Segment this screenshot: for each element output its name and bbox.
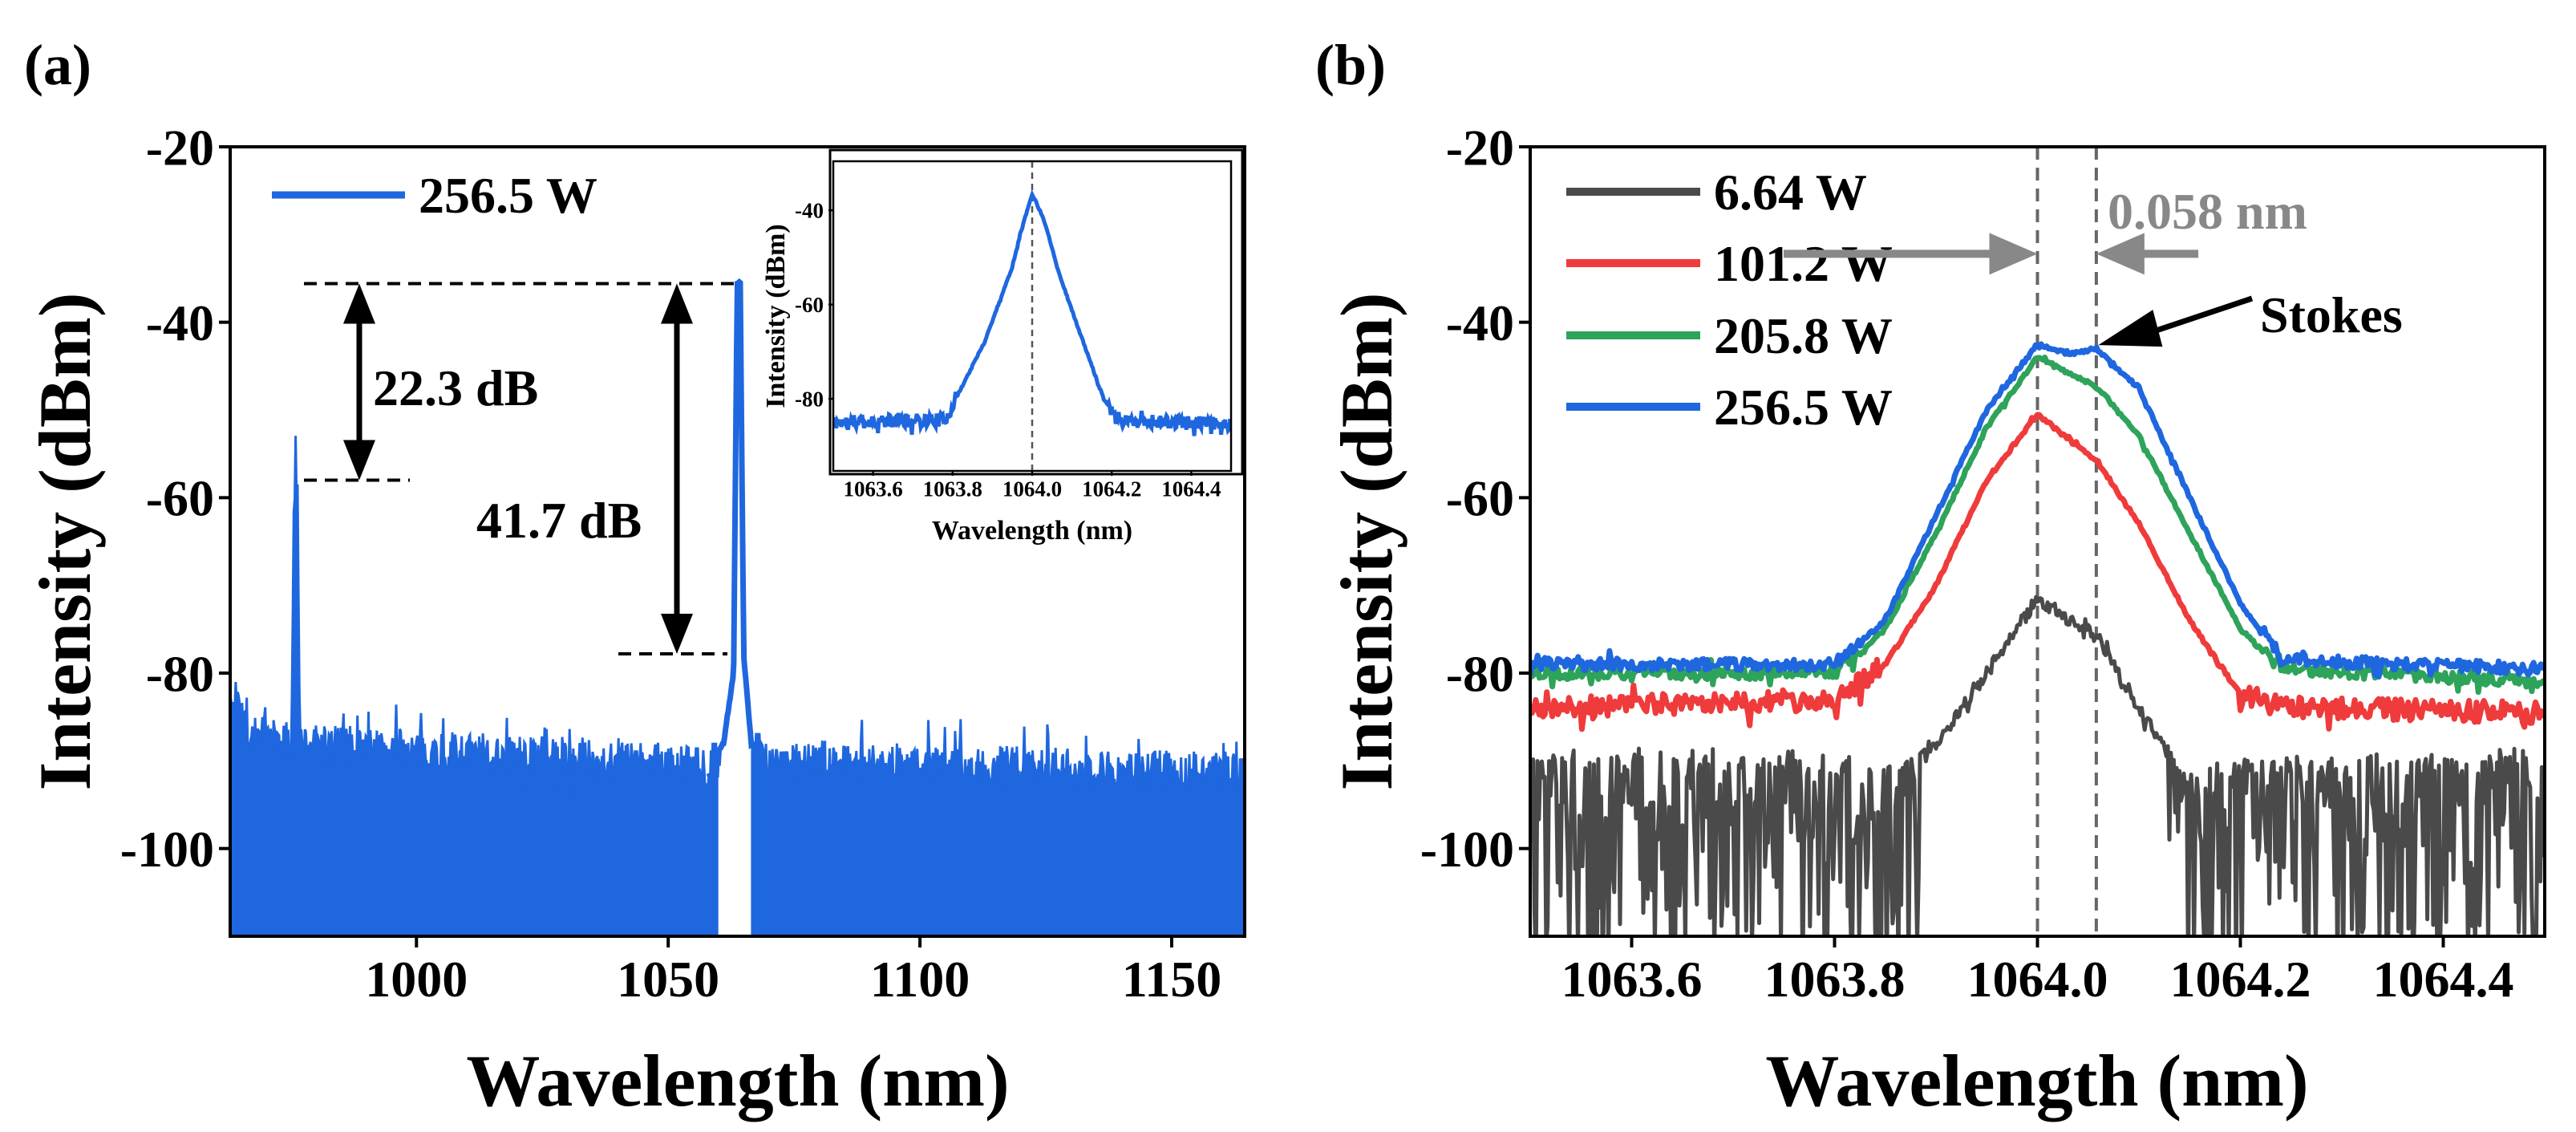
panel-a-y-axis-title: Intensity (dBm) bbox=[24, 292, 106, 790]
panel-b-x-axis-title: Wavelength (nm) bbox=[1765, 1040, 2308, 1122]
annotation-22-3-db: 22.3 dB bbox=[373, 359, 538, 416]
panel-a-plot-frame bbox=[229, 145, 1246, 938]
panel-b-y-axis-title: Intensity (dBm) bbox=[1326, 292, 1407, 790]
panel-a-x-tick-label: 1100 bbox=[870, 951, 970, 1008]
spacing-arrow-right-head bbox=[2096, 233, 2145, 275]
double-arrow-41-7-db-down-head bbox=[661, 613, 693, 654]
inset-x-tick-label: 1063.6 bbox=[843, 477, 902, 501]
inset-y-tick-label: -80 bbox=[795, 387, 824, 412]
spectrum-line-6-64-w bbox=[1530, 594, 2545, 936]
panel-a-label: (a) bbox=[24, 33, 91, 97]
panel-a-chart: Wavelength (nm) Intensity (dBm) 256.5 W … bbox=[24, 119, 1246, 1122]
panel-b-x-tick-label: 1064.4 bbox=[2373, 951, 2514, 1008]
panel-a-x-tick-label: 1150 bbox=[1122, 951, 1221, 1008]
double-arrow-41-7-db-up-head bbox=[661, 283, 693, 324]
legend-label-101-2w: 101.2 W bbox=[1714, 235, 1893, 292]
panel-a-y-tick-label: -60 bbox=[146, 470, 214, 527]
panel-a-y-tick-label: -20 bbox=[146, 119, 214, 176]
panel-b-x-tick-label: 1063.6 bbox=[1561, 951, 1703, 1008]
spectrum-peak-line-256-5w bbox=[706, 278, 762, 786]
spectrum-area-256-5w bbox=[751, 719, 1245, 936]
annotation-0-058-nm: 0.058 nm bbox=[2108, 183, 2307, 240]
inset-y-tick-label: -40 bbox=[795, 199, 824, 223]
inset-x-tick-label: 1063.8 bbox=[923, 477, 982, 501]
spectrum-area-256-5w bbox=[230, 436, 719, 936]
double-arrow-22-3-db-down-head bbox=[343, 440, 375, 481]
inset-plot-area bbox=[833, 161, 1231, 471]
inset-spectrum-line bbox=[833, 189, 1231, 436]
panel-a-x-tick-label: 1000 bbox=[365, 951, 468, 1008]
annotation-41-7-db: 41.7 dB bbox=[476, 492, 642, 549]
panel-b-chart: Wavelength (nm) Intensity (dBm) 6.64 W 1… bbox=[1326, 119, 2546, 1122]
spectrum-line-256-5-w bbox=[1530, 341, 2545, 680]
panel-a-y-tick-label: -40 bbox=[146, 294, 214, 351]
panel-b-y-tick-label: -20 bbox=[1446, 119, 1514, 176]
legend-label-256-5w: 256.5 W bbox=[1714, 379, 1893, 436]
panel-a-legend-label: 256.5 W bbox=[419, 167, 597, 224]
panel-a-plot-area bbox=[230, 278, 1245, 936]
panel-b-y-tick-label: -100 bbox=[1420, 821, 1514, 878]
panel-b-x-tick-label: 1063.8 bbox=[1764, 951, 1906, 1008]
annotation-stokes: Stokes bbox=[2260, 286, 2403, 343]
double-arrow-22-3-db-up-head bbox=[343, 283, 375, 324]
inset-x-axis-title: Wavelength (nm) bbox=[932, 516, 1132, 546]
spectrum-line-101-2-w bbox=[1530, 412, 2545, 732]
panel-b-plot-area bbox=[1530, 147, 2545, 936]
panel-b-x-tick-label: 1064.0 bbox=[1967, 951, 2108, 1008]
panel-b-y-tick-label: -40 bbox=[1446, 294, 1514, 351]
legend-label-205-8w: 205.8 W bbox=[1714, 307, 1893, 364]
inset-x-tick-label: 1064.0 bbox=[1002, 477, 1062, 501]
panel-a-x-tick-label: 1050 bbox=[617, 951, 719, 1008]
panel-b-y-tick-label: -80 bbox=[1446, 645, 1514, 702]
panel-a-y-tick-label: -100 bbox=[120, 821, 214, 878]
stokes-arrow-head bbox=[2098, 310, 2163, 347]
panel-b-y-tick-label: -60 bbox=[1446, 470, 1514, 527]
inset-y-tick-label: -60 bbox=[795, 293, 824, 317]
inset-x-tick-label: 1064.4 bbox=[1161, 477, 1221, 501]
panel-b-label: (b) bbox=[1315, 33, 1386, 97]
inset-y-axis-title: Intensity (dBm) bbox=[761, 224, 791, 408]
stokes-arrow bbox=[2145, 295, 2254, 337]
inset-x-tick-label: 1064.2 bbox=[1082, 477, 1141, 501]
panel-a-y-tick-label: -80 bbox=[146, 645, 214, 702]
spacing-arrow-left-head bbox=[1989, 233, 2038, 275]
panel-a-x-axis-title: Wavelength (nm) bbox=[466, 1040, 1009, 1122]
panel-b-x-tick-label: 1064.2 bbox=[2170, 951, 2311, 1008]
legend-label-6-64w: 6.64 W bbox=[1714, 164, 1867, 221]
